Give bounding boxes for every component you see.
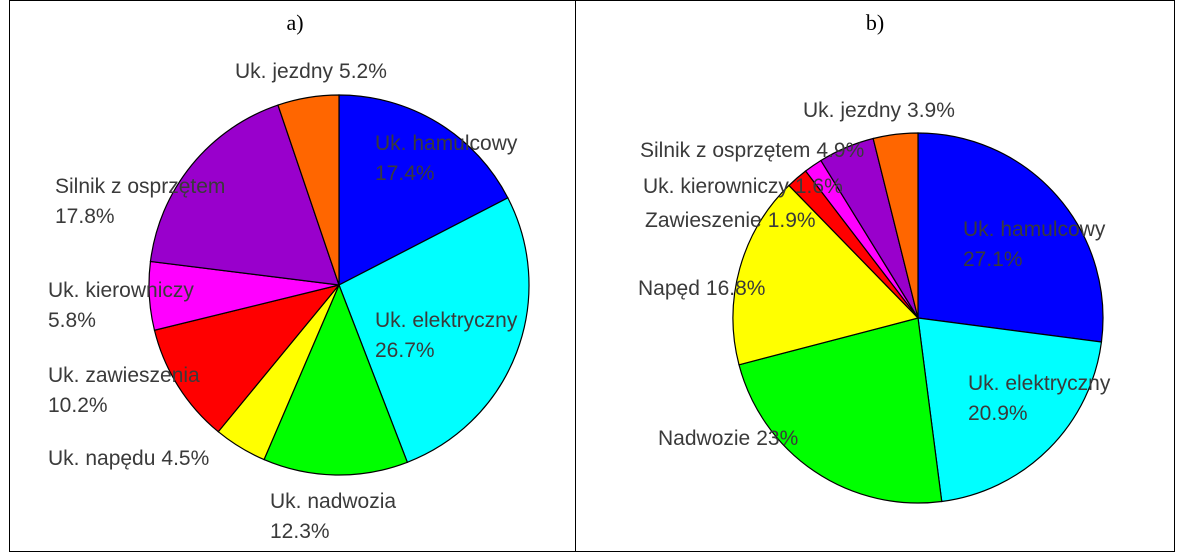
slice-name: Uk. kierowniczy — [643, 175, 789, 198]
slice-name: Uk. jezdny — [235, 60, 334, 83]
panel-title: a) — [286, 10, 303, 35]
slice-name: Uk. elektryczny — [375, 309, 518, 332]
slice-name: Uk. hamulcowy — [963, 218, 1106, 241]
pie-slice — [732, 184, 920, 366]
pie-slice — [338, 197, 530, 464]
slice-label: Uk. nadwozia 12.3% — [270, 490, 396, 543]
slice-label: Napęd 16.8% — [638, 277, 765, 300]
slice-label: Uk. hamulcowy 17.4% — [375, 132, 518, 185]
slice-label: Zawieszenie 1.9% — [645, 209, 816, 232]
slice-name: Uk. jezdny — [803, 99, 902, 122]
pie-slice — [153, 283, 341, 433]
slice-label: Uk. elektryczny 20.9% — [968, 372, 1111, 425]
slice-label: Uk. kierowniczy 1.6% — [643, 175, 843, 198]
slice-value: 1.9% — [768, 209, 816, 232]
slice-name: Zawieszenie — [645, 209, 762, 232]
slice-name: Uk. nadwozia — [270, 490, 396, 513]
slice-value: 23% — [756, 427, 798, 450]
slice-value: 17.4% — [375, 162, 435, 185]
slice-value: 10.2% — [48, 394, 108, 417]
slice-label: Uk. napędu 4.5% — [48, 447, 209, 470]
slice-name: Uk. kierowniczy — [48, 279, 194, 302]
slice-label: Uk. jezdny 3.9% — [803, 99, 955, 122]
slice-value: 4.9% — [816, 139, 864, 162]
pie-slice — [738, 317, 943, 504]
slice-name: Nadwozie — [658, 427, 750, 450]
slice-value: 20.9% — [968, 402, 1028, 425]
slice-name: Napęd — [638, 277, 700, 300]
slice-label: Uk. jezdny 5.2% — [235, 60, 387, 83]
pie-slice — [263, 283, 409, 476]
slice-value: 3.9% — [907, 99, 955, 122]
slice-label: Uk. zawieszenia 10.2% — [48, 364, 200, 417]
slice-value: 5.8% — [48, 309, 96, 332]
slice-value: 5.2% — [339, 60, 387, 83]
slice-label: Nadwozie 23% — [658, 427, 798, 450]
slice-name: Uk. zawieszenia — [48, 364, 200, 387]
slice-value: 26.7% — [375, 339, 435, 362]
pie-slice — [917, 317, 1103, 503]
slice-value: 27.1% — [963, 248, 1023, 271]
slice-value: 12.3% — [270, 520, 330, 543]
slice-label: Silnik z osprzętem 4.9% — [640, 139, 864, 162]
panel-title: b) — [866, 10, 884, 35]
slice-value: 4.5% — [161, 447, 209, 470]
slice-label: Uk. kierowniczy 5.8% — [48, 279, 194, 332]
slice-value: 1.6% — [795, 175, 843, 198]
slice-value: 16.8% — [706, 277, 766, 300]
slice-name: Silnik z osprzętem — [55, 175, 225, 198]
pie-slice — [917, 132, 1104, 343]
slice-name: Uk. hamulcowy — [375, 132, 518, 155]
slice-name: Uk. elektryczny — [968, 372, 1111, 395]
slice-label: Uk. elektryczny 26.7% — [375, 309, 518, 362]
pie-slice — [277, 94, 340, 286]
slice-label: Silnik z osprzętem 17.8% — [55, 175, 225, 228]
pie-slice — [872, 132, 919, 319]
pie-slice — [338, 94, 509, 286]
slice-label: Uk. hamulcowy 27.1% — [963, 218, 1106, 271]
slice-name: Silnik z osprzętem — [640, 139, 810, 162]
pie-slice — [149, 104, 340, 286]
slice-name: Uk. napędu — [48, 447, 155, 470]
slice-value: 17.8% — [55, 205, 115, 228]
